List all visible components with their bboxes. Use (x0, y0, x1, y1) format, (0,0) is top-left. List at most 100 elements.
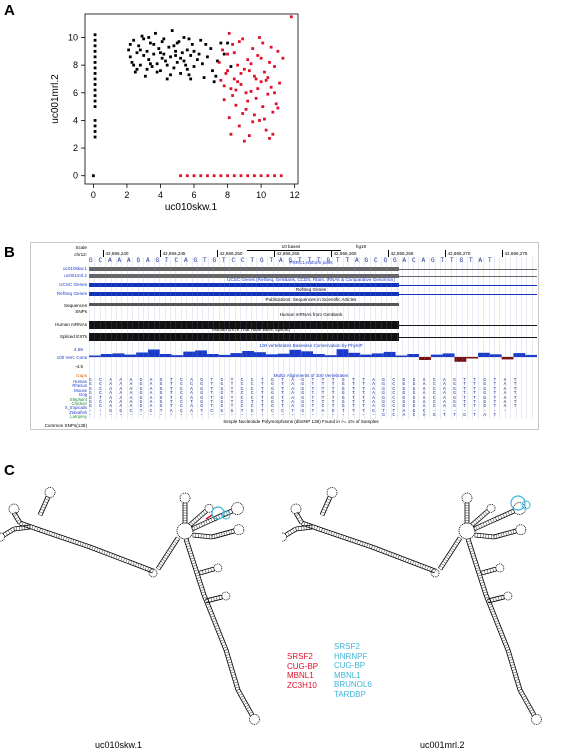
base-pair (439, 565, 444, 569)
data-point (289, 15, 293, 19)
hairpin-loop (249, 713, 260, 725)
base-pair (43, 501, 48, 504)
track-common-snps[interactable]: Common SNPs(138) (44, 423, 87, 428)
base-pair (527, 704, 531, 708)
base-pair (289, 530, 293, 534)
stem-strand (40, 527, 91, 546)
track-uc010skw[interactable]: uc010skw.1 (62, 266, 87, 271)
data-point (261, 105, 265, 109)
base-pair (495, 597, 497, 601)
data-point (93, 135, 97, 139)
base-pair (190, 557, 195, 560)
base-pair (34, 526, 36, 531)
base-gridline (326, 257, 328, 419)
data-point (266, 92, 270, 96)
track-snps[interactable]: SNPs (75, 309, 87, 314)
x-axis-title: uc010skw.1 (165, 202, 218, 213)
data-point (219, 174, 223, 178)
stem-strand (297, 511, 305, 523)
base-gridline (148, 257, 150, 419)
track-ucsc-genes[interactable]: UCSC Genes (59, 282, 87, 287)
base-pair (503, 641, 508, 644)
base-pair (166, 552, 170, 555)
data-point (165, 63, 169, 67)
base-pair (497, 627, 502, 630)
hairpin-loop (495, 563, 505, 573)
y-tick-label: 0 (73, 171, 78, 181)
data-point (169, 55, 172, 59)
base-pair (472, 557, 477, 560)
data-point (160, 40, 164, 44)
data-point (185, 67, 189, 71)
base-pair (207, 598, 210, 603)
base-pair (231, 674, 236, 676)
base-pair (185, 543, 190, 545)
data-point (152, 43, 156, 46)
base-pair (91, 545, 94, 550)
base-pair (204, 601, 209, 604)
alignment-row: G C A A A G A G T C C G T G T C C T G T … (89, 382, 519, 388)
data-point (246, 174, 250, 178)
data-point (273, 65, 276, 68)
stem-strand (191, 516, 214, 528)
base-pair (498, 533, 500, 538)
data-point (246, 99, 250, 103)
base-pair (397, 555, 400, 560)
base-pair (202, 594, 206, 596)
stem-strand (496, 512, 515, 522)
base-pair (508, 656, 513, 659)
data-point (254, 96, 258, 100)
base-pair (322, 508, 327, 511)
data-point (93, 33, 97, 37)
stem-strand (223, 650, 237, 691)
rna-backbone (282, 487, 542, 725)
data-point (130, 60, 134, 64)
track-uc001mrl[interactable]: uc001mrl.2 (64, 273, 87, 278)
data-point (133, 70, 137, 74)
y-tick-label: 10 (68, 32, 78, 42)
base-pair (195, 524, 198, 529)
track-conservation[interactable]: 100 Vert. Cons (56, 355, 87, 360)
human-mrna-desc: Human mRNAs from GenBank (279, 312, 343, 317)
base-pair (470, 523, 474, 527)
base-pair (429, 567, 432, 572)
track-human-mrnas[interactable]: Human mRNAs (55, 322, 87, 327)
base-pair (84, 543, 87, 548)
position-tick-label: 42,866,255 (276, 251, 300, 256)
base-pair (495, 622, 500, 625)
base-pair (500, 595, 503, 600)
track-spliced-ests[interactable]: Spliced ESTs (59, 334, 87, 339)
base-pair (101, 549, 104, 554)
right-structure-title: uc001mrl.2 (420, 740, 465, 750)
base-gridline (315, 257, 317, 419)
data-point (172, 66, 176, 70)
base-pair (512, 529, 515, 534)
stem-strand (37, 496, 47, 515)
data-point (142, 54, 146, 57)
track-refseq-genes[interactable]: RefSeq Genes (56, 291, 87, 296)
base-gridline (467, 257, 468, 419)
base-pair (497, 515, 500, 520)
base-pair (493, 535, 495, 539)
cons-bar (265, 354, 278, 357)
base-pair (207, 568, 210, 573)
data-point (229, 65, 233, 68)
data-point (237, 40, 241, 44)
track-sequences[interactable]: Sequences (64, 303, 87, 308)
base-pair (354, 539, 357, 544)
data-point (128, 43, 132, 46)
base-pair (203, 521, 206, 526)
data-point (93, 44, 97, 48)
data-point (266, 174, 270, 178)
data-point (162, 52, 166, 56)
x-axis: 0 2 4 6 8 10 12 (91, 184, 300, 200)
base-pair (487, 599, 489, 603)
base-pair (294, 511, 298, 515)
base-pair (356, 540, 359, 545)
data-point (242, 139, 246, 143)
base-gridline (207, 257, 209, 419)
base-pair (245, 704, 249, 708)
alignment-row: G T A A A G A G T C A G T G T C C T G T … (89, 395, 519, 401)
base-pair (486, 601, 491, 604)
base-pair (215, 627, 220, 630)
